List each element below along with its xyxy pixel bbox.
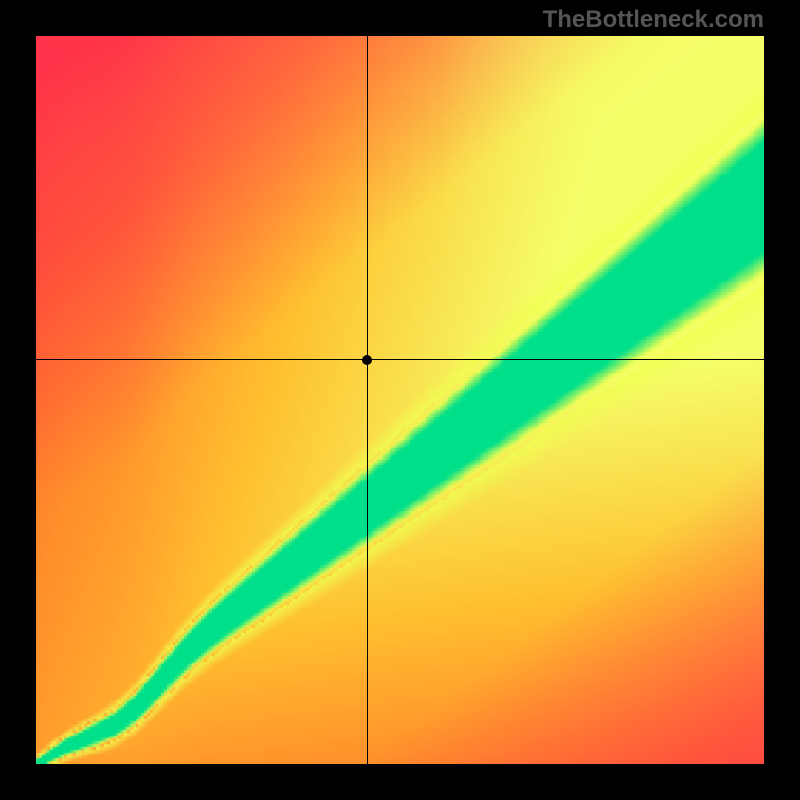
heatmap-canvas bbox=[36, 36, 764, 764]
crosshair-vertical bbox=[367, 36, 368, 764]
chart-frame: TheBottleneck.com bbox=[0, 0, 800, 800]
watermark-label: TheBottleneck.com bbox=[543, 6, 764, 34]
crosshair-horizontal bbox=[36, 359, 764, 360]
heatmap-plot-area bbox=[36, 36, 764, 764]
